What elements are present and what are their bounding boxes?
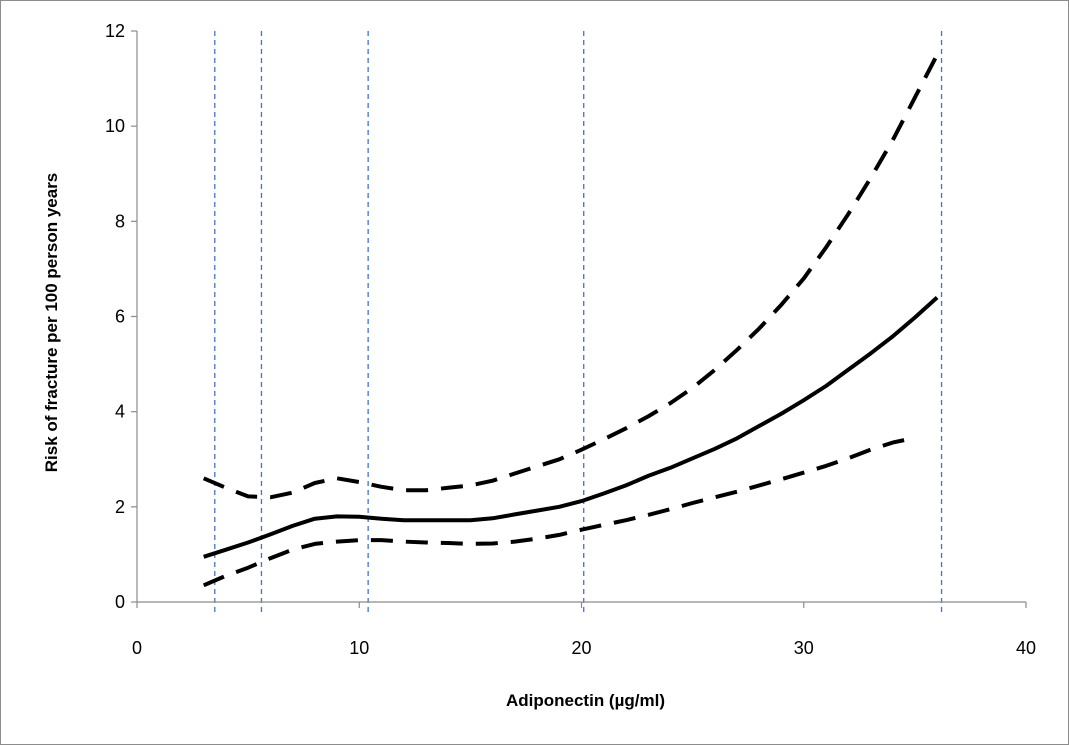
y-tick-label: 12: [105, 21, 125, 41]
series-group: [202, 53, 939, 588]
x-tick-label: 30: [794, 638, 814, 658]
x-ticks: 0 10 20 30 40: [132, 602, 1036, 658]
estimate-line: [203, 296, 939, 559]
y-tick-label: 6: [115, 307, 125, 327]
axes: [136, 31, 1026, 603]
x-tick-label: 20: [571, 638, 591, 658]
y-tick-label: 10: [105, 116, 125, 136]
x-tick-label: 40: [1016, 638, 1036, 658]
y-tick-label: 2: [115, 497, 125, 517]
y-tick-label: 0: [115, 592, 125, 612]
x-tick-label: 0: [132, 638, 142, 658]
y-ticks: 0 2 4 6 8 10 12: [105, 21, 137, 612]
lower-ci-line: [202, 435, 916, 588]
y-tick-label: 4: [115, 402, 125, 422]
reference-lines: [214, 31, 943, 612]
y-tick-label: 8: [115, 211, 125, 231]
upper-ci-line: [202, 53, 939, 500]
x-tick-label: 10: [349, 638, 369, 658]
y-axis-title: Risk of fracture per 100 person years: [42, 173, 61, 473]
x-axis-title: Adiponectin (µg/ml): [506, 691, 665, 710]
